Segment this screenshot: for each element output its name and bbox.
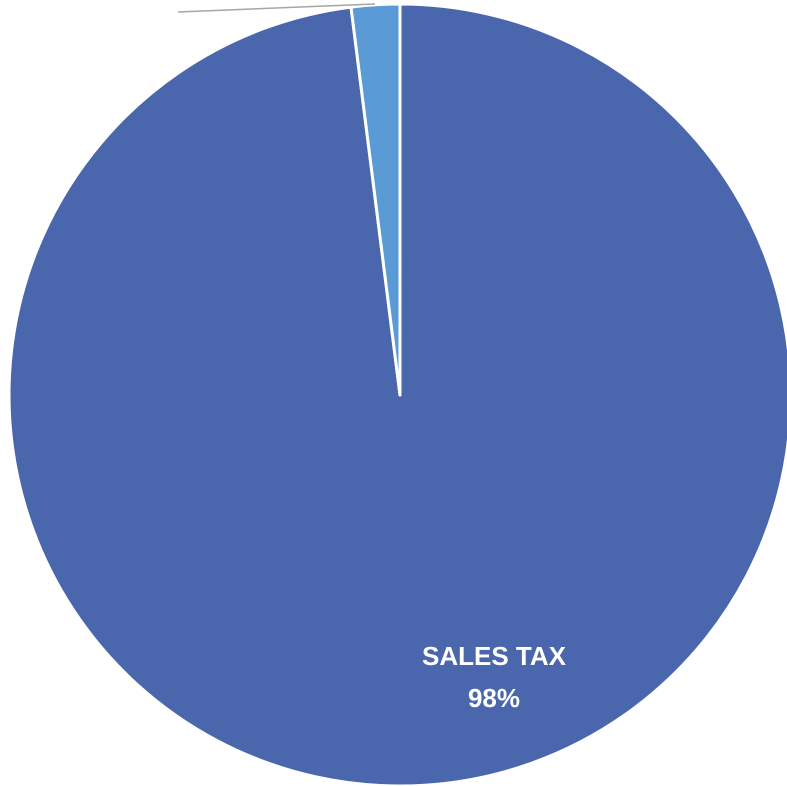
slice-category-label: SALES TAX [422,641,567,671]
slice-value-label: 98% [468,683,520,713]
pie [7,2,787,786]
leader-line [177,3,376,13]
pie-slice [349,2,402,397]
pie-slice [7,2,787,786]
